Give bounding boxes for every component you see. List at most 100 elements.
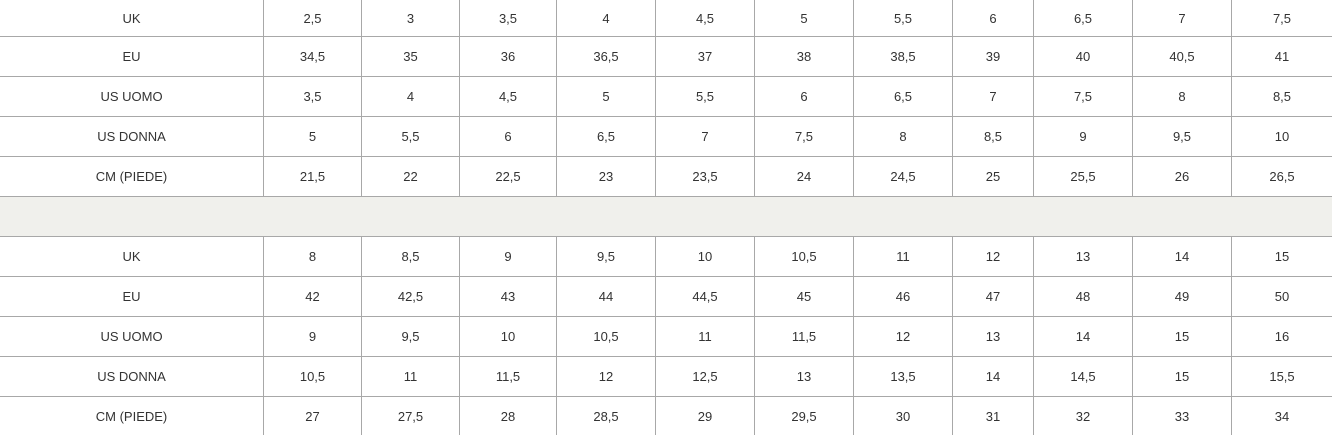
table-cell: 3,5 [460,0,557,36]
table-cell: 6,5 [557,117,656,156]
table-cell: 6,5 [1034,0,1133,36]
table-row: US DONNA 10,5 11 11,5 12 12,5 13 13,5 14 14,5 15 15… [0,357,1332,397]
row-header-cell: CM (PIEDE) [0,157,264,196]
table-cell: 7,5 [1034,77,1133,116]
table-cell: 13 [1034,237,1133,276]
table-cell: 14 [1133,237,1232,276]
row-header-cell: EU [0,37,264,76]
table-row: CM (PIEDE) 27 27,5 28 28,5 29 29,5 30 31 32 33 34 [0,397,1332,435]
table-row: US DONNA 5 5,5 6 6,5 7 7,5 8 8,5 9 9,5 10 [0,117,1332,157]
table-cell: 15 [1133,357,1232,396]
table-cell: 3,5 [264,77,362,116]
table-cell: 4,5 [656,0,755,36]
table-cell: 7 [656,117,755,156]
table-cell: 24 [755,157,854,196]
table-cell: 11 [362,357,460,396]
table-cell: 46 [854,277,953,316]
table-cell: 42,5 [362,277,460,316]
table-cell: 10 [1274,129,1290,144]
table-cell: 25 [953,157,1034,196]
table-cell: 5,5 [854,0,953,36]
table-cell: 14 [953,357,1034,396]
table-cell: 26,5 [1269,169,1295,184]
table-cell: 15 [1133,317,1232,356]
table-cell: 30 [854,397,953,435]
table-cell: 8,5 [1272,89,1292,104]
table-cell: 5,5 [656,77,755,116]
table-cell: 10 [656,237,755,276]
table-cell: 9,5 [1133,117,1232,156]
table-cell: 29,5 [755,397,854,435]
table-cell: 33 [1133,397,1232,435]
table-cell: 4,5 [460,77,557,116]
table-cell: 34,5 [264,37,362,76]
table-cell: 13,5 [854,357,953,396]
table-cell: 15,5 [1269,369,1295,384]
table-cell: 37 [656,37,755,76]
table-cell: 26 [1133,157,1232,196]
table-cell: 36,5 [557,37,656,76]
table-cell: 10,5 [755,237,854,276]
row-header-cell: US DONNA [0,117,264,156]
table-cell: 49 [1133,277,1232,316]
table-cell: 6 [755,77,854,116]
table-cell: 23,5 [656,157,755,196]
table-cell: 36 [460,37,557,76]
table-cell: 12 [854,317,953,356]
table-cell: 9 [1034,117,1133,156]
row-header-cell: EU [0,277,264,316]
table-cell: 11 [854,237,953,276]
table-cell: 44 [557,277,656,316]
table-cell: 11 [656,317,755,356]
row-header-cell: CM (PIEDE) [0,397,264,435]
table-cell: 10,5 [264,357,362,396]
table-cell: 7 [953,77,1034,116]
section-separator [0,197,1332,237]
table-row: EU 42 42,5 43 44 44,5 45 46 47 48 49 50 [0,277,1332,317]
row-header-cell: UK [0,0,264,36]
table-cell: 3 [362,0,460,36]
row-header-cell: UK [0,237,264,276]
table-cell: 31 [953,397,1034,435]
table-cell: 47 [953,277,1034,316]
table-cell: 40 [1034,37,1133,76]
row-header-cell: US DONNA [0,357,264,396]
table-cell: 4 [557,0,656,36]
table-cell: 12,5 [656,357,755,396]
table-cell: 9,5 [362,317,460,356]
table-row: UK 8 8,5 9 9,5 10 10,5 11 12 13 14 15 [0,237,1332,277]
table-cell: 27 [264,397,362,435]
table-cell: 8,5 [362,237,460,276]
table-cell: 23 [557,157,656,196]
table-cell: 43 [460,277,557,316]
table-cell: 2,5 [264,0,362,36]
table-cell: 8 [854,117,953,156]
table-cell: 5 [755,0,854,36]
table-cell: 39 [953,37,1034,76]
table-cell: 40,5 [1133,37,1232,76]
table-cell: 6 [953,0,1034,36]
table-cell: 38,5 [854,37,953,76]
table-cell: 48 [1034,277,1133,316]
table-cell: 7,5 [1272,10,1292,26]
table-cell: 35 [362,37,460,76]
table-cell: 6,5 [854,77,953,116]
table-cell: 28,5 [557,397,656,435]
table-cell: 42 [264,277,362,316]
table-cell: 9 [460,237,557,276]
table-cell: 10 [460,317,557,356]
table-row: EU 34,5 35 36 36,5 37 38 38,5 39 40 40,5 41 [0,37,1332,77]
row-header-cell: US UOMO [0,77,264,116]
table-cell: 5 [264,117,362,156]
table-cell: 6 [460,117,557,156]
table-cell: 13 [755,357,854,396]
table-cell: 4 [362,77,460,116]
table-cell: 29 [656,397,755,435]
table-cell: 28 [460,397,557,435]
table-cell: 9 [264,317,362,356]
table-cell: 11,5 [755,317,854,356]
table-row: US UOMO 3,5 4 4,5 5 5,5 6 6,5 7 7,5 8 8,5 [0,77,1332,117]
table-cell: 38 [755,37,854,76]
table-row: US UOMO 9 9,5 10 10,5 11 11,5 12 13 14 15 16 [0,317,1332,357]
